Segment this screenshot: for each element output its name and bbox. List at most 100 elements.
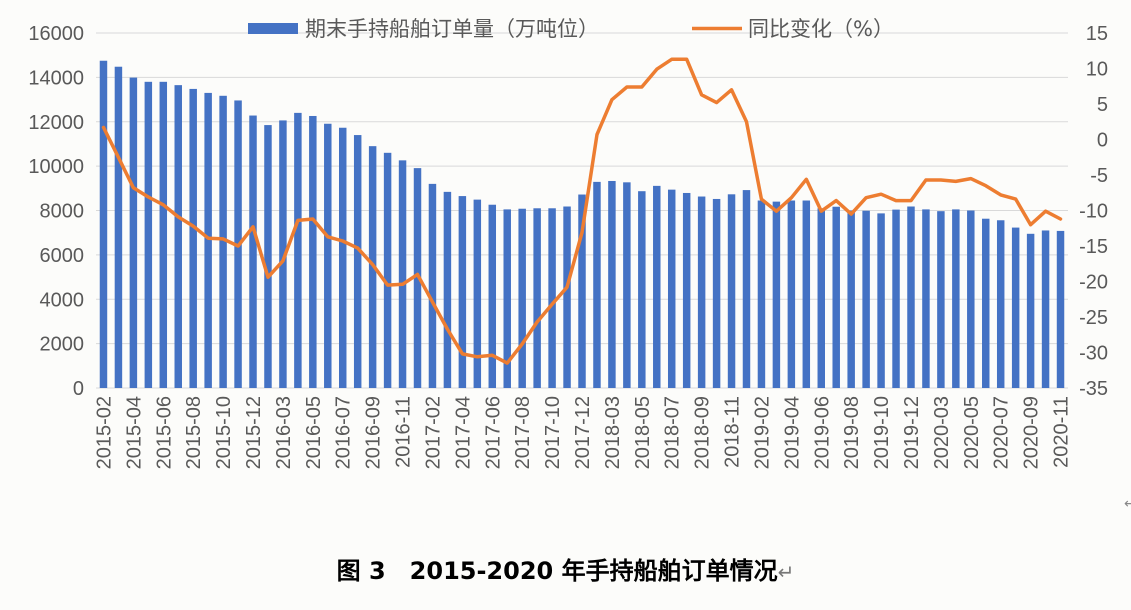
right-axis-tick-label: -25 xyxy=(1079,307,1108,329)
right-axis-tick-label: -5 xyxy=(1090,165,1108,187)
x-axis-tick-label: 2020-05 xyxy=(961,396,983,469)
left-axis-tick-label: 2000 xyxy=(40,334,85,356)
right-axis-tick-label: 15 xyxy=(1086,23,1108,45)
x-axis-tick-label: 2018-05 xyxy=(632,396,654,469)
legend-label-orders: 期末手持船舶订单量（万吨位） xyxy=(305,17,599,41)
bar xyxy=(174,85,182,388)
bar xyxy=(608,180,616,388)
x-axis-tick-label: 2019-08 xyxy=(841,396,863,469)
bar xyxy=(458,196,467,388)
left-axis-tick-label: 12000 xyxy=(28,112,84,134)
bar xyxy=(324,123,332,388)
x-axis-tick-label: 2016-09 xyxy=(363,396,385,469)
left-axis-tick-label: 4000 xyxy=(40,289,85,311)
left-axis-tick-labels: 16000 14000 12000 10000 8000 6000 4000 2000 0 xyxy=(28,23,84,400)
bar xyxy=(548,208,556,388)
bar xyxy=(294,112,302,388)
bar xyxy=(219,95,227,389)
bar xyxy=(772,201,781,388)
x-axis-tick-label: 2020-03 xyxy=(931,396,953,469)
x-axis-tick-label: 2017-12 xyxy=(572,396,594,469)
line-series-yoy xyxy=(101,57,1063,365)
x-axis-tick-labels: 2015-02 2015-04 2015-06 2015-08 2015-10 2015-… xyxy=(93,396,1072,469)
x-axis-tick-label: 2015-06 xyxy=(153,396,175,469)
bar xyxy=(144,81,153,388)
left-axis-tick-label: 16000 xyxy=(28,23,84,45)
x-axis-tick-label: 2015-10 xyxy=(213,396,235,469)
x-axis-tick-label: 2015-02 xyxy=(93,396,115,469)
bar xyxy=(488,204,497,388)
left-axis-tick-label: 8000 xyxy=(40,201,85,223)
bar xyxy=(578,194,586,388)
right-axis-tick-label: -10 xyxy=(1079,201,1108,223)
bar xyxy=(563,206,571,388)
bar xyxy=(129,77,138,389)
left-axis-tick-label: 14000 xyxy=(28,67,84,89)
bar xyxy=(204,92,212,388)
x-axis-tick-label: 2019-12 xyxy=(901,396,923,469)
x-axis-tick-label: 2017-04 xyxy=(452,396,474,469)
x-axis-tick-label: 2018-07 xyxy=(662,396,684,469)
figure-caption: 图 3 2015-2020 年手持船舶订单情况↵ xyxy=(0,551,1131,586)
bar xyxy=(249,115,257,388)
bar xyxy=(757,200,766,388)
caption-text: 图 3 2015-2020 年手持船舶订单情况 xyxy=(336,557,778,585)
left-axis-tick-label: 10000 xyxy=(28,156,84,178)
bar xyxy=(967,210,975,388)
bar xyxy=(1011,227,1020,388)
bar xyxy=(503,209,511,388)
bar xyxy=(443,191,452,388)
legend: 期末手持船舶订单量（万吨位） 同比变化（%） xyxy=(248,17,894,41)
x-axis-tick-label: 2019-02 xyxy=(751,396,773,469)
bar xyxy=(727,194,736,388)
bar xyxy=(682,192,691,388)
legend-swatch-orders xyxy=(248,23,298,34)
bar xyxy=(877,213,885,388)
bar xyxy=(907,206,915,388)
bar xyxy=(712,198,721,388)
bar xyxy=(862,210,870,388)
bar xyxy=(817,208,825,388)
right-axis-tick-labels: 15 10 5 0 -5 -10 -15 -20 -25 -30 -35 xyxy=(1079,23,1108,400)
x-axis-tick-label: 2019-10 xyxy=(871,396,893,469)
paragraph-mark: ↵ xyxy=(1124,496,1131,512)
x-axis-tick-label: 2015-08 xyxy=(183,396,205,469)
x-axis-tick-label: 2015-04 xyxy=(123,396,145,469)
legend-label-yoy: 同比变化（%） xyxy=(748,17,894,41)
bar xyxy=(593,181,601,388)
bar xyxy=(189,88,197,388)
x-axis-tick-label: 2018-11 xyxy=(722,396,744,468)
x-axis-tick-label: 2018-03 xyxy=(602,396,624,469)
bar xyxy=(982,218,990,388)
right-axis-tick-label: -35 xyxy=(1079,378,1108,400)
bar xyxy=(159,81,168,388)
bar xyxy=(428,183,437,388)
bar xyxy=(114,66,123,388)
x-axis-tick-label: 2017-08 xyxy=(512,396,534,469)
bar xyxy=(638,191,646,388)
chart: 16000 14000 12000 10000 8000 6000 4000 2000 0 15… xyxy=(28,17,1108,469)
bar xyxy=(996,220,1005,388)
bar xyxy=(847,210,855,388)
bar xyxy=(952,209,960,388)
bar xyxy=(264,125,272,388)
bar xyxy=(473,199,482,388)
x-axis-tick-label: 2020-09 xyxy=(1021,396,1043,469)
x-axis-tick-label: 2016-03 xyxy=(273,396,295,469)
caption-return-mark: ↵ xyxy=(777,560,795,584)
bar xyxy=(742,190,751,388)
x-axis-tick-label: 2016-05 xyxy=(303,396,325,469)
x-axis-tick-label: 2015-12 xyxy=(243,396,265,469)
x-axis-tick-label: 2019-04 xyxy=(781,396,803,469)
bar xyxy=(802,200,811,388)
bar xyxy=(697,196,706,388)
right-axis-tick-label: 10 xyxy=(1086,59,1108,81)
bar xyxy=(623,182,631,388)
right-axis-tick-label: 5 xyxy=(1097,94,1108,116)
bar xyxy=(99,60,108,388)
x-axis-tick-label: 2016-11 xyxy=(393,396,415,468)
right-axis-tick-label: -20 xyxy=(1079,272,1108,294)
right-axis-tick-label: 0 xyxy=(1097,130,1108,152)
x-axis-tick-label: 2020-11 xyxy=(1051,396,1073,468)
